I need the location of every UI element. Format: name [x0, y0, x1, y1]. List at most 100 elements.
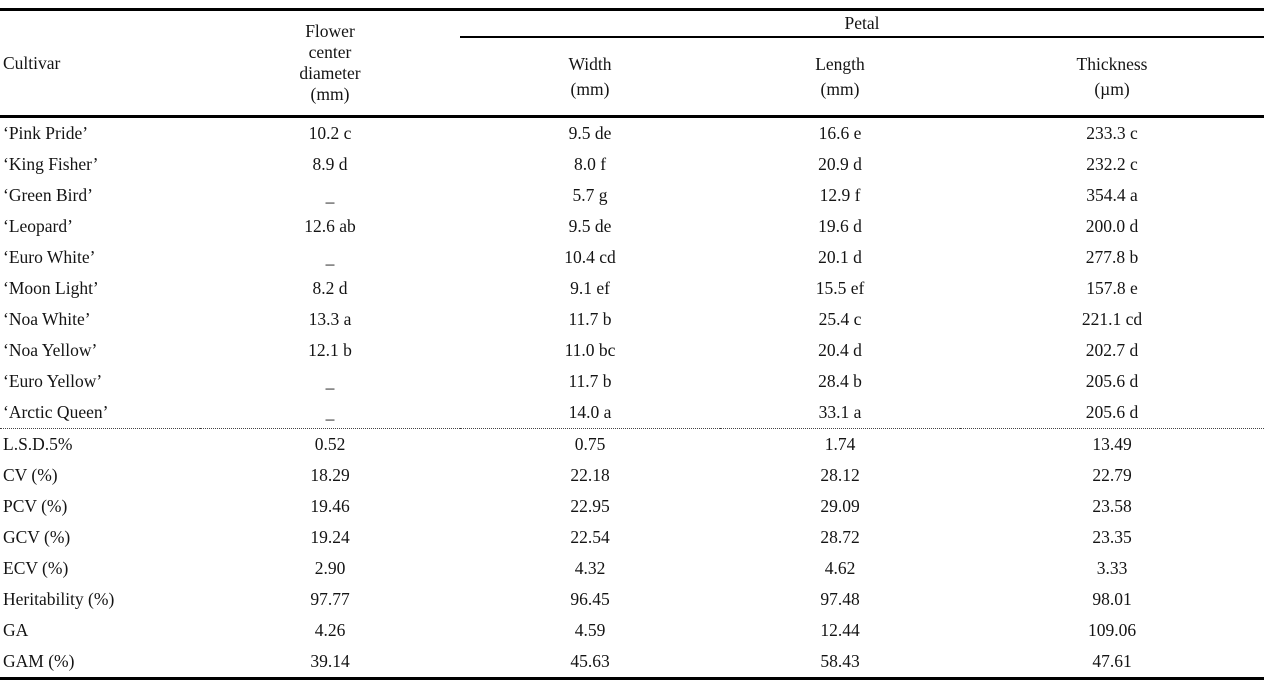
cultivar-row: ‘Euro White’ _ 10.4 cd 20.1 d 277.8 b: [0, 242, 1264, 273]
col-header-petal-length-label: Length: [815, 53, 865, 74]
stat-value-cell: 29.09: [820, 496, 860, 516]
measurement-value-cell: 9.5 de: [568, 216, 612, 236]
measurement-value-cell: 12.1 b: [308, 340, 352, 360]
stat-value-cell: 22.79: [1092, 465, 1132, 485]
stat-value-cell: 12.44: [820, 620, 860, 640]
measurement-value-cell: 20.9 d: [818, 154, 862, 174]
stat-row: Heritability (%) 97.77 96.45 97.48 98.01: [0, 584, 1264, 615]
stat-value-cell: 0.52: [200, 428, 460, 460]
col-header-flower-center-diameter-label: Flower center diameter (mm): [299, 21, 361, 104]
measurement-value-cell: 14.0 a: [568, 402, 612, 422]
stat-value-cell: 13.49: [960, 428, 1264, 460]
measurement-value-cell: 10.2 c: [308, 123, 352, 143]
header-subcolumn-row: Width (mm) Length (mm) Thickness (µm): [0, 37, 1264, 117]
stat-value-cell: 23.58: [1092, 496, 1132, 516]
stat-value-cell: 19.24: [310, 527, 350, 547]
stat-label-cell: GCV (%): [3, 527, 71, 547]
stat-label-cell: Heritability (%): [3, 589, 115, 609]
col-header-flower-center-diameter: Flower center diameter (mm): [200, 10, 460, 117]
measurement-value-cell: 232.2 c: [1086, 154, 1138, 174]
measurement-value-cell: 12.9 f: [819, 185, 861, 205]
stat-value-cell: 47.61: [1092, 651, 1132, 671]
measurement-value-cell: 8.2 d: [312, 278, 348, 298]
col-header-cultivar-label: Cultivar: [3, 52, 61, 73]
col-header-petal-thickness-label: Thickness: [1076, 53, 1148, 74]
cultivar-row: ‘Euro Yellow’ _ 11.7 b 28.4 b 205.6 d: [0, 366, 1264, 397]
stat-value-cell: 19.46: [310, 496, 350, 516]
stat-value-cell: 96.45: [570, 589, 610, 609]
cultivar-name-cell: ‘Moon Light’: [3, 278, 99, 298]
measurement-value-cell: _: [325, 247, 335, 267]
measurement-value-cell: _: [325, 371, 335, 391]
stat-row: GA 4.26 4.59 12.44 109.06: [0, 615, 1264, 646]
col-header-petal-length-unit: (mm): [820, 78, 860, 99]
cultivar-name-cell: ‘King Fisher’: [3, 154, 99, 174]
measurement-value-cell: 205.6 d: [1085, 402, 1139, 422]
stat-label-cell: GA: [3, 620, 29, 640]
col-header-petal-length: Length (mm): [720, 37, 960, 117]
measurement-value-cell: 33.1 a: [818, 402, 862, 422]
stat-value-cell: 4.59: [574, 620, 606, 640]
col-header-petal-thickness: Thickness (µm): [960, 37, 1264, 117]
stat-row: PCV (%) 19.46 22.95 29.09 23.58: [0, 491, 1264, 522]
measurement-value-cell: 233.3 c: [1086, 123, 1138, 143]
measurement-value-cell: 11.0 bc: [564, 340, 616, 360]
measurement-value-cell: 28.4 b: [818, 371, 862, 391]
stat-value-cell: 3.33: [1096, 558, 1128, 578]
cultivar-name-cell: ‘Euro White’: [3, 247, 96, 267]
measurement-value-cell: 8.9 d: [312, 154, 348, 174]
stat-value-cell: 39.14: [310, 651, 350, 671]
cultivar-name-cell: ‘Leopard’: [3, 216, 73, 236]
measurement-value-cell: 19.6 d: [818, 216, 862, 236]
measurement-value-cell: 9.5 de: [568, 123, 612, 143]
stat-label-cell: ECV (%): [3, 558, 69, 578]
stat-label-cell: GAM (%): [3, 651, 75, 671]
measurement-value-cell: 25.4 c: [818, 309, 862, 329]
cultivar-row: ‘King Fisher’ 8.9 d 8.0 f 20.9 d 232.2 c: [0, 149, 1264, 180]
stat-value-cell: 58.43: [820, 651, 860, 671]
stat-value-cell: 97.48: [820, 589, 860, 609]
stat-value-cell: 4.62: [824, 558, 856, 578]
stat-row: GCV (%) 19.24 22.54 28.72 23.35: [0, 522, 1264, 553]
col-header-petal-width-label: Width: [568, 53, 612, 74]
cultivar-name-cell: ‘Euro Yellow’: [3, 371, 103, 391]
stat-label-cell: PCV (%): [3, 496, 68, 516]
cultivar-name-cell: ‘Pink Pride’: [3, 123, 89, 143]
stat-row: L.S.D.5% 0.52 0.75 1.74 13.49: [0, 428, 1264, 460]
measurement-value-cell: 200.0 d: [1085, 216, 1139, 236]
stat-value-cell: 22.54: [570, 527, 610, 547]
cultivar-name-cell: ‘Noa White’: [3, 309, 91, 329]
stat-value-cell: 1.74: [720, 428, 960, 460]
cultivar-row: ‘Green Bird’ _ 5.7 g 12.9 f 354.4 a: [0, 180, 1264, 211]
measurement-value-cell: 157.8 e: [1086, 278, 1138, 298]
stat-value-cell: 97.77: [310, 589, 350, 609]
stat-value-cell: 4.32: [574, 558, 606, 578]
table-header: Cultivar Flower center diameter (mm) Pet…: [0, 9, 1264, 117]
cultivar-row: ‘Moon Light’ 8.2 d 9.1 ef 15.5 ef 157.8 e: [0, 273, 1264, 304]
measurement-value-cell: _: [325, 185, 335, 205]
stat-value-cell: 18.29: [310, 465, 350, 485]
measurement-value-cell: 354.4 a: [1086, 185, 1138, 205]
stat-value-cell: 23.35: [1092, 527, 1132, 547]
stat-value-cell: 45.63: [570, 651, 610, 671]
cultivar-row: ‘Pink Pride’ 10.2 c 9.5 de 16.6 e 233.3 c: [0, 117, 1264, 150]
stat-rows-body: L.S.D.5% 0.52 0.75 1.74 13.49 CV (%) 18.29 22.1…: [0, 428, 1264, 679]
measurement-value-cell: 205.6 d: [1085, 371, 1139, 391]
measurement-value-cell: 5.7 g: [572, 185, 608, 205]
stat-row: CV (%) 18.29 22.18 28.12 22.79: [0, 460, 1264, 491]
col-header-cultivar: Cultivar: [0, 10, 200, 117]
stat-value-cell: 22.18: [570, 465, 610, 485]
measurement-value-cell: 11.7 b: [568, 371, 612, 391]
stat-label-cell: CV (%): [3, 465, 58, 485]
measurement-value-cell: 10.4 cd: [564, 247, 616, 267]
measurement-value-cell: 12.6 ab: [304, 216, 356, 236]
col-header-petal-thickness-unit: (µm): [1094, 78, 1130, 99]
measurement-value-cell: 202.7 d: [1085, 340, 1139, 360]
measurement-value-cell: 15.5 ef: [815, 278, 865, 298]
cultivar-row: ‘Arctic Queen’ _ 14.0 a 33.1 a 205.6 d: [0, 397, 1264, 429]
stat-value-cell: 22.95: [570, 496, 610, 516]
cultivar-row: ‘Noa White’ 13.3 a 11.7 b 25.4 c 221.1 cd: [0, 304, 1264, 335]
cultivar-rows-body: ‘Pink Pride’ 10.2 c 9.5 de 16.6 e 233.3 c ‘Ki…: [0, 117, 1264, 429]
cultivar-name-cell: ‘Arctic Queen’: [3, 402, 109, 422]
col-group-header-petal-label: Petal: [844, 13, 880, 33]
